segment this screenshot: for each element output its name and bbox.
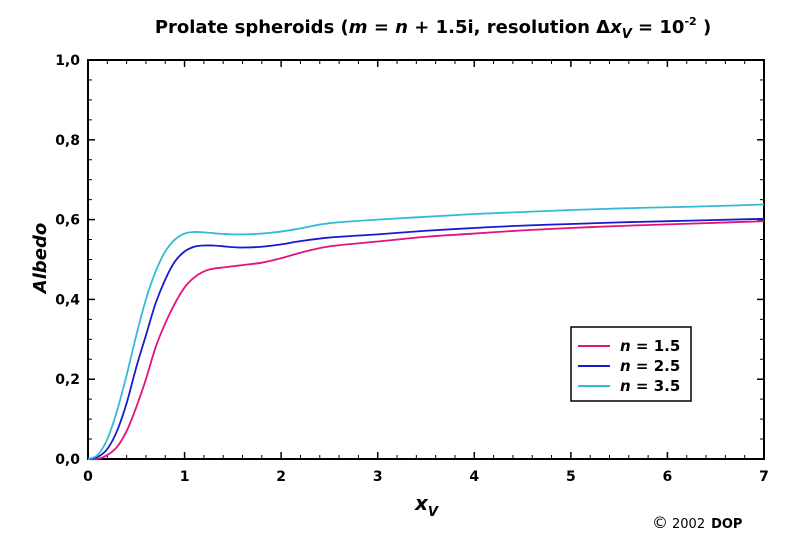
series-line-1 [87, 220, 765, 461]
x-tick-label: 7 [759, 469, 769, 485]
legend: n = 1.5 n = 2.5 n = 3.5 [570, 326, 692, 402]
x-tick-label: 5 [566, 469, 576, 485]
legend-box [570, 326, 692, 402]
y-tick-label: 0,8 [55, 133, 80, 149]
x-tick-label: 2 [276, 469, 286, 485]
axes: 0 1 2 3 4 5 6 7 0,0 0,2 0,4 0,6 0,8 1,0 [55, 53, 769, 485]
series-line-3 [87, 203, 765, 460]
legend-label-2: n = 2.5 [620, 357, 680, 375]
x-tick-label: 3 [373, 469, 383, 485]
series-layer [87, 203, 765, 461]
y-tick-label: 1,0 [55, 53, 80, 69]
y-axis-label: Albedo [30, 223, 51, 295]
x-tick-label: 0 [83, 469, 93, 485]
x-axis-label: xV [414, 491, 439, 520]
y-tick-label: 0,2 [55, 372, 80, 388]
copyright: © 2002 DOP [652, 513, 742, 532]
y-tick-label: 0,6 [55, 213, 80, 229]
y-tick-label: 0,4 [55, 292, 80, 308]
series-line-2 [87, 217, 765, 460]
y-tick-label: 0,0 [55, 452, 80, 468]
legend-label-3: n = 3.5 [620, 377, 680, 395]
x-tick-label: 1 [180, 469, 190, 485]
legend-label-1: n = 1.5 [620, 337, 680, 355]
x-tick-label: 4 [469, 469, 479, 485]
x-tick-label: 6 [663, 469, 673, 485]
chart-title: Prolate spheroids (m = n + 1.5i, resolut… [155, 15, 711, 42]
